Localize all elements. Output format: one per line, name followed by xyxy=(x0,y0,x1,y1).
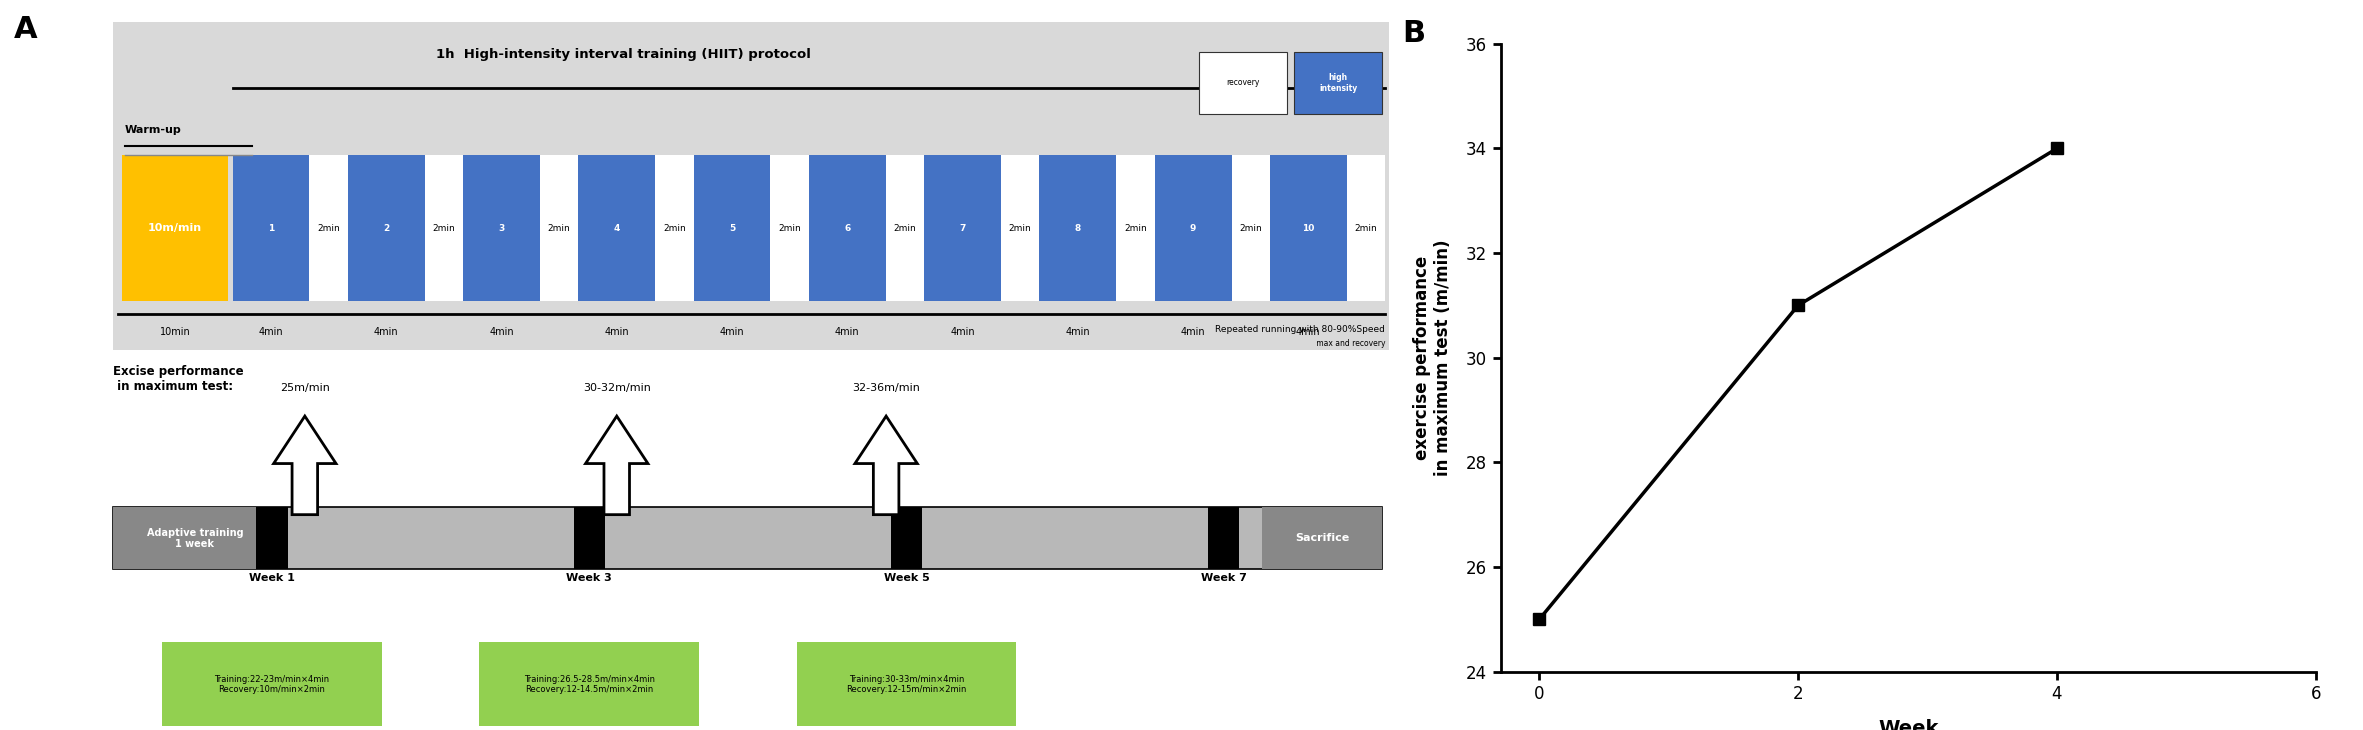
Text: 1h  High-intensity interval training (HIIT) protocol: 1h High-intensity interval training (HII… xyxy=(437,48,811,61)
FancyBboxPatch shape xyxy=(1040,155,1115,301)
Text: 32-36m/min: 32-36m/min xyxy=(853,383,919,393)
Text: 2: 2 xyxy=(383,223,390,233)
Text: 4: 4 xyxy=(614,223,619,233)
Text: A: A xyxy=(14,15,38,44)
FancyBboxPatch shape xyxy=(347,155,425,301)
Text: 2min: 2min xyxy=(664,223,685,233)
Text: 5: 5 xyxy=(728,223,735,233)
FancyBboxPatch shape xyxy=(808,155,886,301)
FancyBboxPatch shape xyxy=(886,155,924,301)
Text: Week 1: Week 1 xyxy=(248,573,295,583)
Text: 4min: 4min xyxy=(605,327,629,337)
FancyBboxPatch shape xyxy=(1200,52,1288,114)
FancyBboxPatch shape xyxy=(924,155,1002,301)
FancyBboxPatch shape xyxy=(123,155,229,301)
Text: Week 5: Week 5 xyxy=(884,573,929,583)
FancyBboxPatch shape xyxy=(1002,155,1040,301)
FancyBboxPatch shape xyxy=(463,155,539,301)
Text: 4min: 4min xyxy=(1066,327,1089,337)
FancyBboxPatch shape xyxy=(1269,155,1347,301)
FancyBboxPatch shape xyxy=(1115,155,1156,301)
Text: 2min: 2min xyxy=(548,223,569,233)
FancyBboxPatch shape xyxy=(1262,507,1382,569)
Text: 10m/min: 10m/min xyxy=(149,223,203,233)
FancyBboxPatch shape xyxy=(1231,155,1269,301)
Text: 6: 6 xyxy=(844,223,851,233)
Text: Week 3: Week 3 xyxy=(567,573,612,583)
Text: 25m/min: 25m/min xyxy=(279,383,331,393)
Text: 2min: 2min xyxy=(1009,223,1033,233)
FancyBboxPatch shape xyxy=(1295,52,1382,114)
Text: max and recovery: max and recovery xyxy=(1226,339,1385,347)
FancyBboxPatch shape xyxy=(1207,507,1238,569)
X-axis label: Week: Week xyxy=(1879,720,1938,730)
Text: 4min: 4min xyxy=(258,327,284,337)
Text: recovery: recovery xyxy=(1226,78,1259,88)
FancyBboxPatch shape xyxy=(232,155,310,301)
Text: 2min: 2min xyxy=(432,223,456,233)
Text: Excise performance
 in maximum test:: Excise performance in maximum test: xyxy=(113,365,243,393)
FancyBboxPatch shape xyxy=(579,155,655,301)
Text: 9: 9 xyxy=(1191,223,1196,233)
FancyBboxPatch shape xyxy=(539,155,579,301)
Text: 2min: 2min xyxy=(1354,223,1378,233)
Text: 2min: 2min xyxy=(893,223,917,233)
FancyBboxPatch shape xyxy=(113,507,276,569)
FancyBboxPatch shape xyxy=(574,507,605,569)
Text: Training:30-33m/min×4min
Recovery:12-15m/min×2min: Training:30-33m/min×4min Recovery:12-15m… xyxy=(846,675,966,694)
Text: Sacrifice: Sacrifice xyxy=(1295,534,1349,543)
Text: 4min: 4min xyxy=(373,327,399,337)
FancyBboxPatch shape xyxy=(425,155,463,301)
Text: Training:22-23m/min×4min
Recovery:10m/min×2min: Training:22-23m/min×4min Recovery:10m/mi… xyxy=(215,675,328,694)
Text: Week 7: Week 7 xyxy=(1200,573,1248,583)
Text: 4min: 4min xyxy=(721,327,744,337)
FancyBboxPatch shape xyxy=(770,155,808,301)
Polygon shape xyxy=(586,416,647,515)
FancyBboxPatch shape xyxy=(113,507,1382,569)
Text: Warm-up: Warm-up xyxy=(125,126,182,135)
Text: 3: 3 xyxy=(499,223,506,233)
Polygon shape xyxy=(855,416,917,515)
Text: 30-32m/min: 30-32m/min xyxy=(584,383,650,393)
Text: 2min: 2min xyxy=(317,223,340,233)
FancyBboxPatch shape xyxy=(310,155,347,301)
Text: 4min: 4min xyxy=(489,327,513,337)
FancyBboxPatch shape xyxy=(113,22,1389,350)
Text: 4min: 4min xyxy=(950,327,976,337)
Text: 8: 8 xyxy=(1075,223,1080,233)
Text: 2min: 2min xyxy=(1125,223,1146,233)
Text: Adaptive training
1 week: Adaptive training 1 week xyxy=(147,528,243,549)
Text: 10: 10 xyxy=(1302,223,1314,233)
Text: B: B xyxy=(1404,19,1425,47)
Text: Repeated running with 80-90%Speed: Repeated running with 80-90%Speed xyxy=(1215,326,1385,334)
Text: 4min: 4min xyxy=(1182,327,1205,337)
Text: high
intensity: high intensity xyxy=(1319,73,1356,93)
Text: 2min: 2min xyxy=(1238,223,1262,233)
Text: Training:26.5-28.5m/min×4min
Recovery:12-14.5m/min×2min: Training:26.5-28.5m/min×4min Recovery:12… xyxy=(525,675,655,694)
FancyBboxPatch shape xyxy=(258,507,288,569)
FancyBboxPatch shape xyxy=(655,155,695,301)
FancyBboxPatch shape xyxy=(695,155,770,301)
FancyBboxPatch shape xyxy=(480,642,699,726)
FancyBboxPatch shape xyxy=(1156,155,1231,301)
FancyBboxPatch shape xyxy=(163,642,383,726)
FancyBboxPatch shape xyxy=(1347,155,1385,301)
FancyBboxPatch shape xyxy=(796,642,1016,726)
Text: 4min: 4min xyxy=(834,327,860,337)
Text: 2min: 2min xyxy=(777,223,801,233)
FancyBboxPatch shape xyxy=(891,507,922,569)
Text: 10min: 10min xyxy=(161,327,191,337)
Y-axis label: exercise performance
in maximum test (m/min): exercise performance in maximum test (m/… xyxy=(1413,239,1453,476)
Text: 4min: 4min xyxy=(1295,327,1321,337)
Polygon shape xyxy=(274,416,336,515)
Text: 1: 1 xyxy=(267,223,274,233)
Text: 7: 7 xyxy=(959,223,966,233)
